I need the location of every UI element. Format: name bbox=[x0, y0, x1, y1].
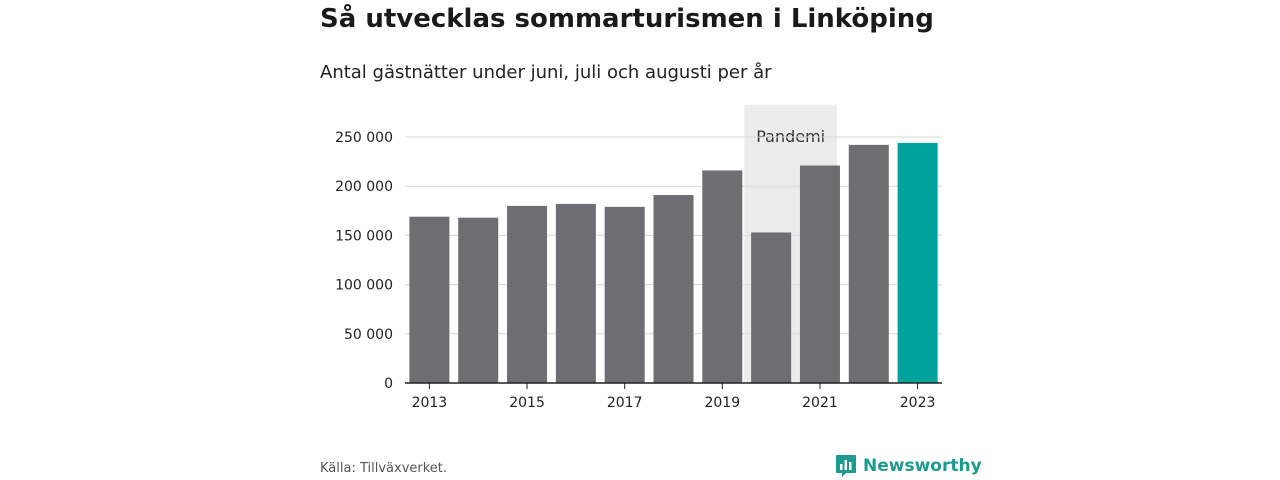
source-note: Källa: Tillväxverket. bbox=[320, 461, 448, 476]
chart-title: Så utvecklas sommarturismen i Linköping bbox=[320, 4, 934, 34]
bar-2017 bbox=[604, 206, 645, 383]
x-tick-label: 2017 bbox=[607, 395, 643, 411]
x-tick-label: 2021 bbox=[802, 395, 838, 411]
bar-2014 bbox=[458, 217, 499, 383]
bar-2015 bbox=[507, 205, 548, 383]
brand-name: Newsworthy bbox=[863, 456, 982, 476]
bar-2019 bbox=[702, 170, 743, 383]
brand-logo: Newsworthy bbox=[835, 454, 982, 478]
y-tick-label: 50 000 bbox=[344, 327, 393, 343]
chart-subtitle: Antal gästnätter under juni, juli och au… bbox=[320, 62, 772, 83]
x-tick-label: 2015 bbox=[509, 395, 545, 411]
y-tick-label: 250 000 bbox=[335, 130, 393, 146]
y-tick-label: 100 000 bbox=[335, 278, 393, 294]
bar-2020 bbox=[751, 232, 792, 383]
bar-2016 bbox=[555, 203, 596, 383]
x-tick-label: 2019 bbox=[704, 395, 740, 411]
y-tick-label: 200 000 bbox=[335, 179, 393, 195]
bar-2021 bbox=[799, 165, 840, 383]
x-tick-label: 2013 bbox=[412, 395, 448, 411]
chart-bubble-icon bbox=[836, 455, 856, 477]
bar-2023 bbox=[897, 142, 938, 383]
y-tick-label: 150 000 bbox=[335, 228, 393, 244]
bar-2022 bbox=[848, 144, 889, 383]
x-tick-label: 2023 bbox=[900, 395, 936, 411]
bar-2018 bbox=[653, 195, 694, 383]
bar-2013 bbox=[409, 216, 450, 383]
y-tick-label: 0 bbox=[384, 376, 393, 392]
